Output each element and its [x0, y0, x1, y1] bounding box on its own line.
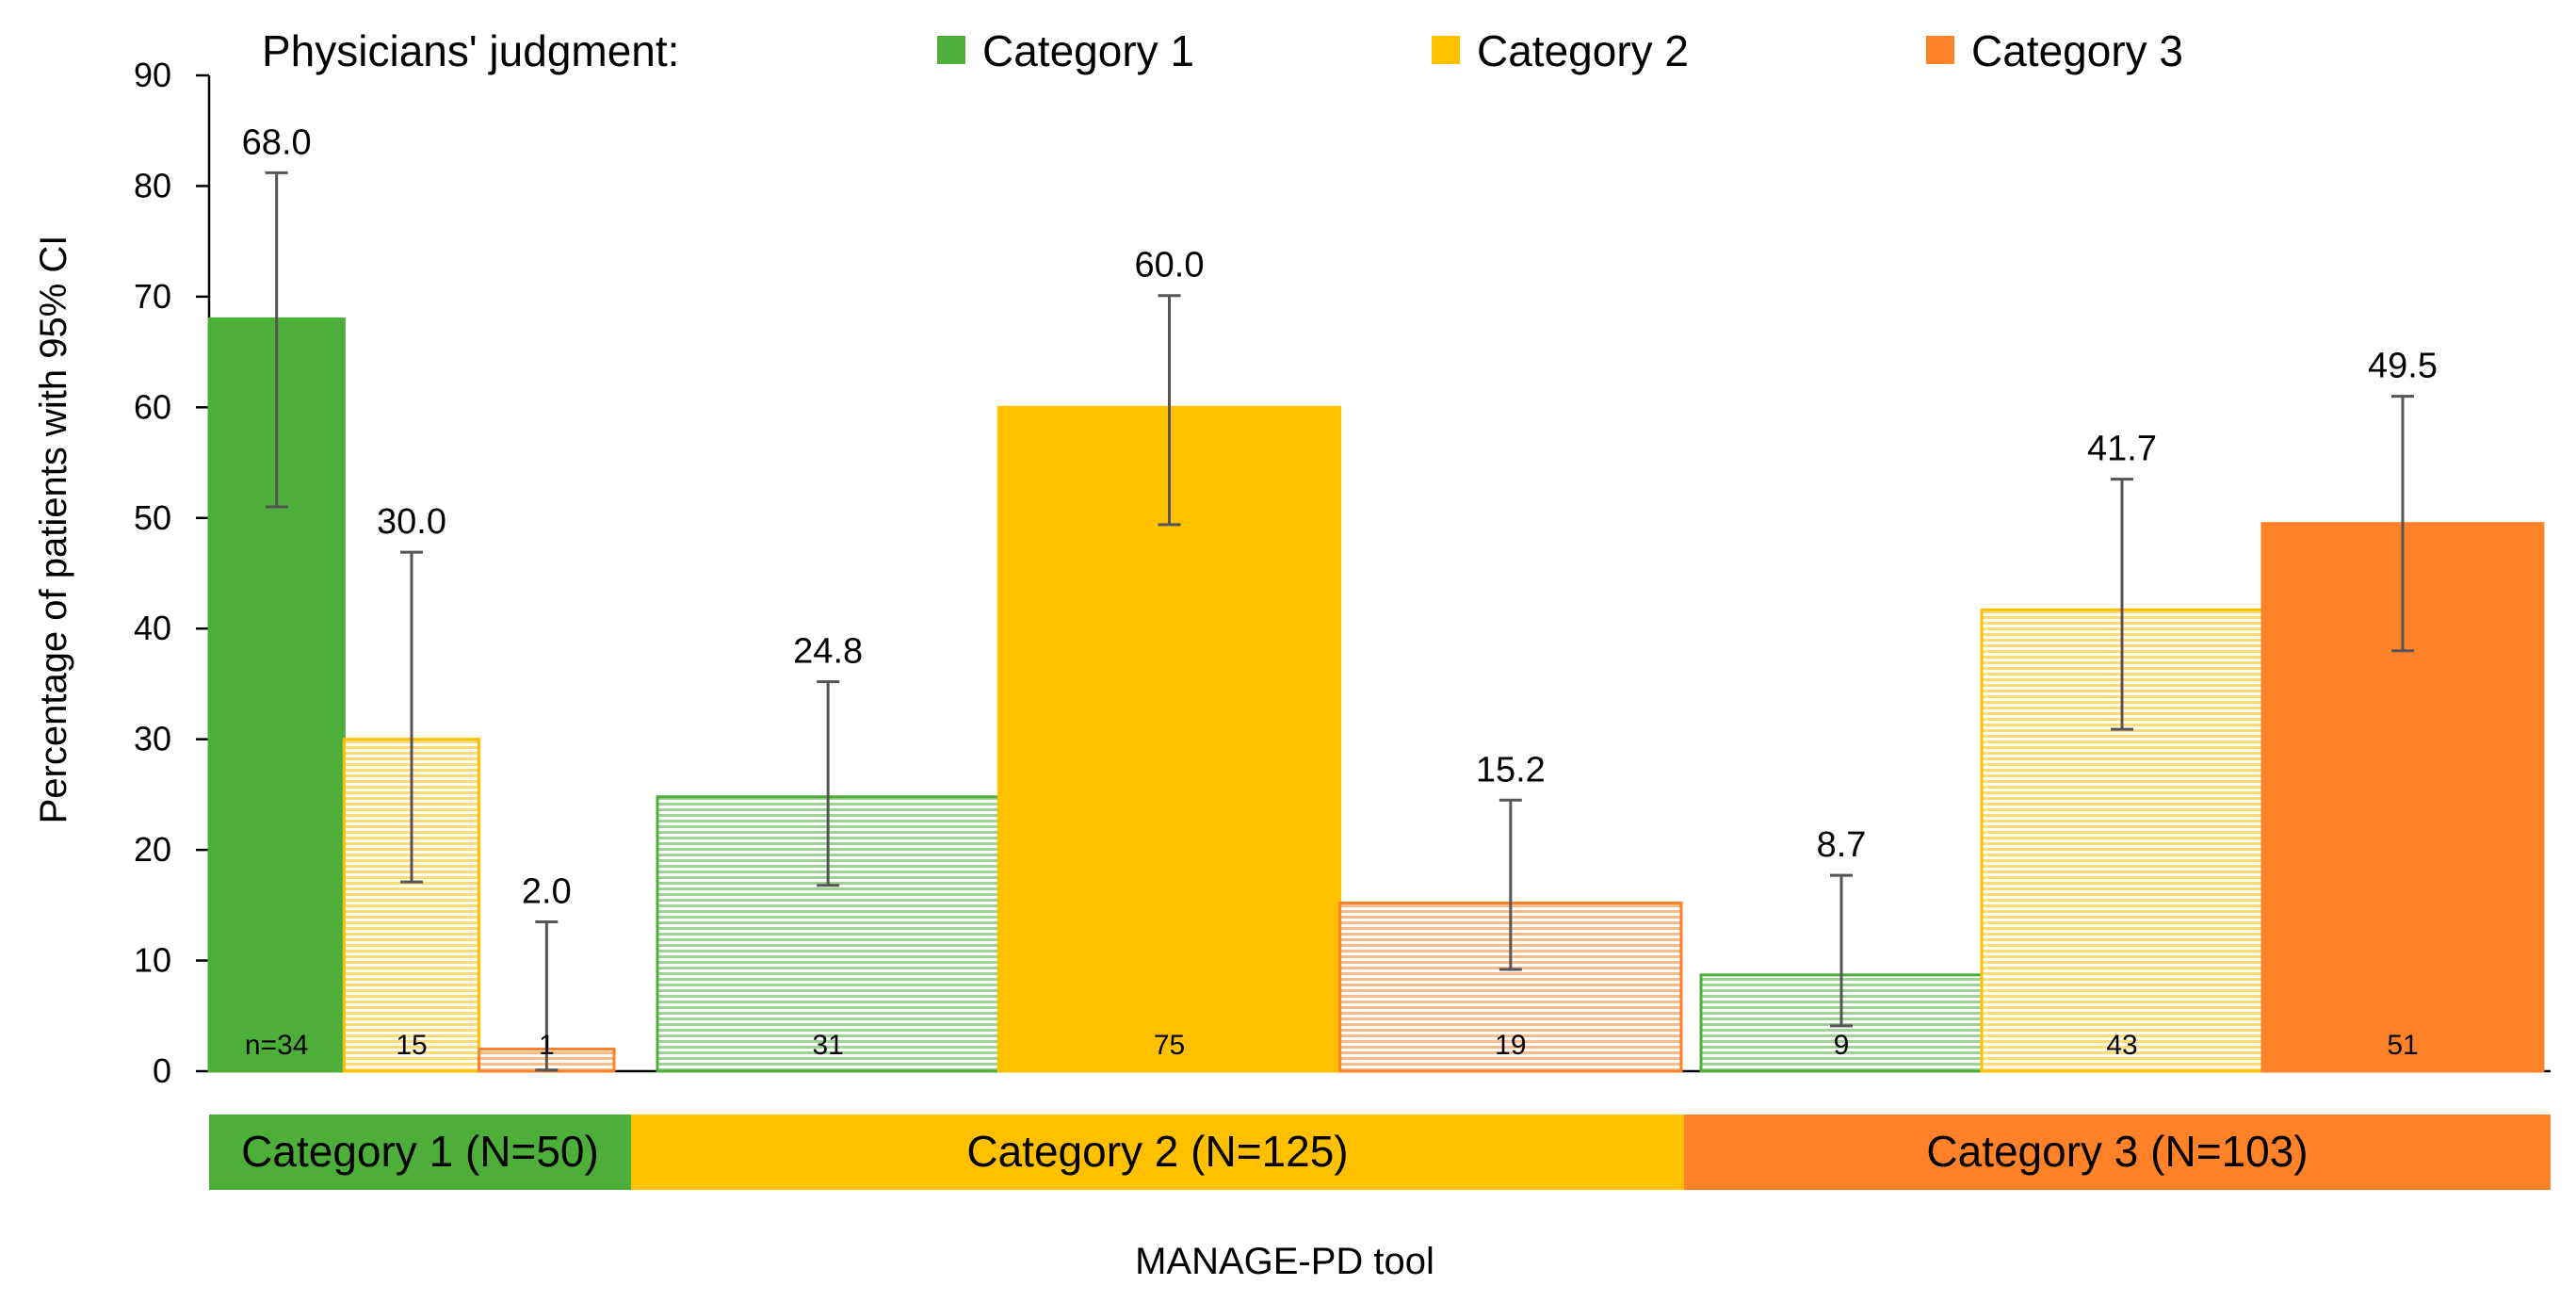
group-band-label: Category 1 (N=50): [241, 1127, 599, 1176]
bar-value-label: 2.0: [522, 871, 572, 911]
y-tick-label: 0: [153, 1051, 171, 1090]
bar-value-label: 60.0: [1135, 246, 1205, 285]
group-bands: Category 1 (N=50) Category 2 (N=125) Categ…: [209, 1115, 2551, 1190]
bar-value-label: 15.2: [1476, 750, 1546, 789]
group-band-label: Category 2 (N=125): [966, 1127, 1348, 1176]
group-band-label: Category 3 (N=103): [1926, 1127, 2308, 1176]
bar-value-label: 41.7: [2087, 430, 2157, 469]
legend-swatch: [1926, 36, 1954, 64]
y-tick-label: 40: [134, 609, 171, 647]
x-axis-title: MANAGE-PD tool: [1135, 1241, 1434, 1282]
bar-n-label: 51: [2387, 1030, 2418, 1061]
bar-n-label: 19: [1495, 1030, 1526, 1061]
y-axis-title: Percentage of patients with 95% CI: [33, 236, 74, 824]
bar-n-label: n=34: [245, 1030, 309, 1061]
bar-value-label: 8.7: [1817, 825, 1867, 865]
y-tick-label: 60: [134, 387, 171, 426]
y-tick-label: 70: [134, 277, 171, 316]
legend-swatch: [937, 36, 965, 64]
y-tick-label: 30: [134, 720, 171, 758]
y-tick-label: 20: [134, 830, 171, 869]
y-tick-label: 90: [134, 56, 171, 94]
group-band: [631, 1115, 1684, 1190]
bar-value-label: 49.5: [2368, 347, 2438, 386]
group-band: [209, 1115, 631, 1190]
bar-n-label: 9: [1834, 1030, 1850, 1061]
bar-value-label: 24.8: [793, 632, 863, 672]
bar-n-label: 31: [812, 1030, 843, 1061]
bar-n-label: 15: [396, 1030, 427, 1061]
y-tick-label: 50: [134, 498, 171, 537]
legend-item-label: Category 1: [982, 26, 1194, 75]
legend-title: Physicians' judgment:: [262, 26, 679, 75]
group-band: [1684, 1115, 2551, 1190]
bar-n-label: 75: [1154, 1030, 1185, 1061]
legend: Physicians' judgment: Category 1 Category …: [262, 26, 2183, 75]
bar-n-label: 43: [2106, 1030, 2137, 1061]
bar-value-label: 68.0: [242, 122, 312, 162]
legend-item-label: Category 2: [1477, 26, 1689, 75]
bars: 68.0 n=34 30.0 15 2.0 1 24.8 31 60.0 75 15.2 19 8.7 9…: [207, 122, 2545, 1073]
legend-swatch: [1432, 36, 1460, 64]
bar-n-label: 1: [539, 1030, 555, 1061]
bar-value-label: 30.0: [377, 502, 446, 542]
y-tick-label: 10: [134, 941, 171, 980]
y-tick-label: 80: [134, 166, 171, 204]
legend-item-label: Category 3: [1971, 26, 2183, 75]
